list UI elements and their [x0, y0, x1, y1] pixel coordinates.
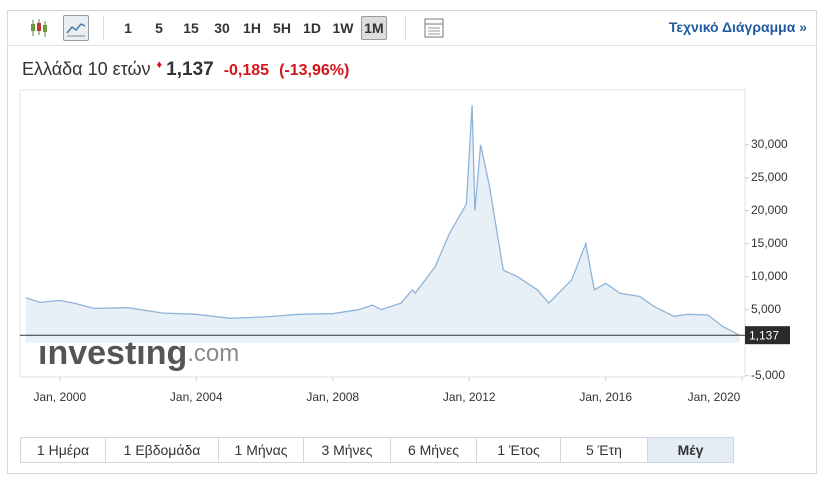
x-tick-label: Jan, 2004 [170, 390, 223, 404]
down-arrow: ♦ [156, 59, 163, 71]
interval-button[interactable]: 30 [214, 20, 230, 36]
x-tick-label: Jan, 2008 [306, 390, 359, 404]
range-selector: 1 Ημέρα 1 Εβδομάδα 1 Μήνας 3 Μήνες 6 Μήν… [20, 437, 734, 463]
last-value-label: 1,137 [749, 328, 779, 342]
range-button[interactable]: 5 Έτη [561, 438, 648, 462]
plot-border [19, 89, 746, 378]
last-price: 1,137 [166, 59, 214, 80]
last-value-box [745, 326, 790, 345]
chart: investing.com-5,0005,00010,00015,00020,0… [19, 89, 790, 404]
range-button[interactable]: 6 Μήνες [391, 438, 477, 462]
interval-button[interactable]: 1M [361, 16, 387, 40]
widget-frame [7, 10, 817, 474]
separator [405, 16, 406, 40]
interval-button[interactable]: 5H [273, 20, 291, 36]
x-tick-label: Jan, 2016 [579, 390, 632, 404]
range-button[interactable]: 1 Έτος [477, 438, 561, 462]
line-chart-icon[interactable] [63, 15, 89, 41]
y-tick-label: 10,000 [751, 269, 788, 283]
interval-button[interactable]: 1D [303, 20, 321, 36]
price-change: -0,185 [223, 62, 270, 79]
toolbar: 1 5 15 30 1H 5H 1D 1W 1M Τεχνικό Διάγραμ… [7, 10, 817, 46]
y-tick-label: 5,000 [751, 302, 781, 316]
interval-button[interactable]: 5 [155, 20, 163, 36]
y-tick-label: 25,000 [751, 170, 788, 184]
technical-chart-link[interactable]: Τεχνικό Διάγραμμα » [668, 19, 807, 35]
x-tick-label: Jan, 2000 [33, 390, 86, 404]
interval-button[interactable]: 1H [243, 20, 261, 36]
x-tick-label: Jan, 2020 [688, 390, 741, 404]
range-button[interactable]: 1 Εβδομάδα [106, 438, 219, 462]
candlestick-icon[interactable] [27, 15, 53, 41]
instrument-name: Ελλάδα 10 ετών [22, 59, 151, 79]
watermark-suffix: .com [187, 340, 239, 367]
range-button[interactable]: 1 Ημέρα [21, 438, 106, 462]
separator [103, 16, 104, 40]
interval-button[interactable]: 1W [332, 20, 354, 36]
settings-icon[interactable] [421, 15, 447, 41]
range-button[interactable]: 1 Μήνας [219, 438, 304, 462]
x-tick-label: Jan, 2012 [443, 390, 496, 404]
range-button[interactable]: 3 Μήνες [304, 438, 391, 462]
quote-header: Ελλάδα 10 ετών ♦ 1,137 -0,185 (-13,96%) [22, 59, 349, 81]
interval-button[interactable]: 1 [124, 20, 132, 36]
area-fill [25, 105, 740, 343]
range-button[interactable]: Μέγ [648, 438, 733, 462]
interval-button[interactable]: 15 [183, 20, 199, 36]
y-tick-label: 20,000 [751, 203, 788, 217]
price-change-percent: (-13,96%) [279, 62, 350, 79]
price-line [25, 105, 740, 336]
y-tick-label: 15,000 [751, 236, 788, 250]
y-tick-label: 30,000 [751, 137, 788, 151]
y-tick-label: -5,000 [751, 368, 785, 382]
